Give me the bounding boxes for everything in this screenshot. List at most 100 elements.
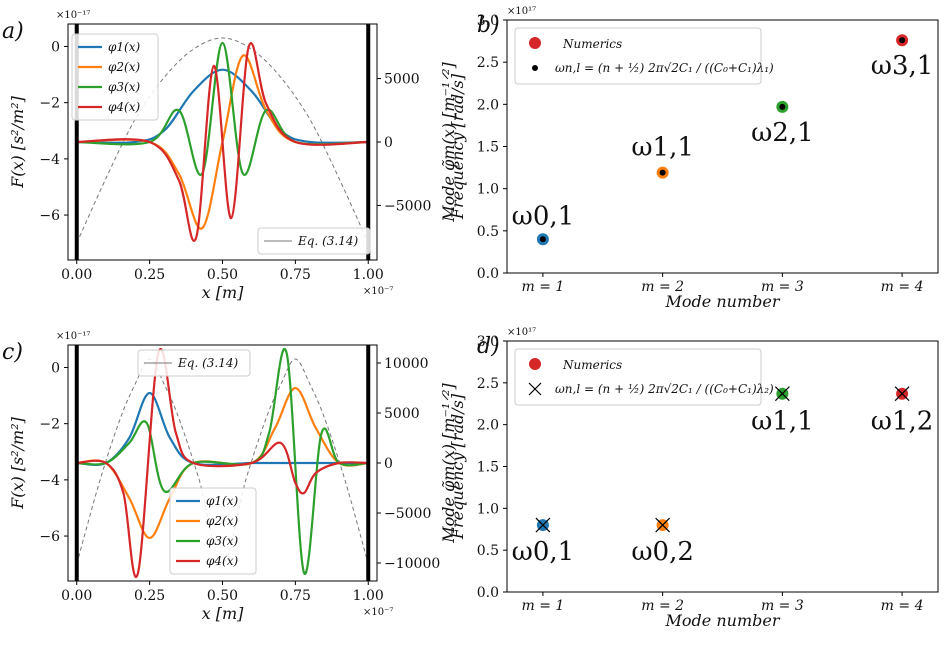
y-axis-label: Frequency [rad/s]	[448, 393, 467, 540]
point-label: ω1,1	[751, 407, 814, 437]
panel-label: b)	[477, 13, 500, 38]
legend-label: φ1(x)	[206, 494, 238, 508]
legend-eq-label: Eq. (3.14)	[297, 234, 358, 248]
analytic-point	[774, 386, 790, 402]
legend: φ1(x) φ2(x) φ3(x) φ4(x)	[71, 33, 159, 121]
point-label: ω3,1	[871, 51, 934, 81]
legend-label: φ4(x)	[108, 100, 140, 114]
x-multiplier: ×10⁻⁷	[363, 286, 393, 297]
x-tick-label: m = 2	[641, 279, 684, 295]
x-tick-label: 0.75	[280, 588, 311, 604]
x-axis-label: Mode number	[665, 611, 781, 630]
x-tick-label: m = 3	[761, 598, 804, 614]
y-tick-label: 3.0	[477, 13, 499, 29]
analytic-point	[535, 517, 551, 533]
y2-tick-label: 0	[384, 135, 393, 151]
y-multiplier: ×10⁻¹⁷	[56, 331, 90, 342]
y-tick-label: 1.5	[477, 460, 499, 476]
legend-box	[169, 487, 257, 575]
point-label: ω1,2	[871, 407, 934, 437]
y-tick-label: 0.5	[477, 543, 499, 559]
legend-label: φ3(x)	[108, 80, 140, 94]
x-multiplier: ×10⁻⁷	[363, 607, 393, 618]
legend-box	[71, 33, 159, 121]
y2-axis-label: Mode φ̃m(x) [m⁻¹ᐟ²]	[439, 62, 458, 223]
point-label: ω0,1	[512, 537, 575, 567]
legend-label: φ2(x)	[206, 514, 238, 528]
legend-box	[514, 348, 762, 406]
panel-a: 0.00 0.25 0.50 0.75 1.00 0 −2 −4 −6 5000 0 −5000 ×10…	[2, 10, 458, 302]
legend-label: φ2(x)	[108, 60, 140, 74]
point-label: ω2,1	[751, 118, 814, 148]
x-axis-label: x [m]	[202, 604, 245, 623]
legend-swatch	[529, 358, 541, 370]
panel-b: m = 1 m = 2 m = 3 m = 4 0.0 0.5 1.0 1.5 2.0 2.5 3.…	[448, 6, 939, 311]
y-tick-label: 0.0	[477, 266, 499, 282]
analytic-point	[779, 103, 786, 110]
x-tick-label: 0.75	[280, 267, 311, 283]
y-tick-label: 3.0	[477, 334, 499, 350]
y2-tick-label: 5000	[384, 72, 420, 88]
x-axis-label: x [m]	[202, 283, 245, 302]
y-tick-label: −4	[39, 473, 60, 489]
point-label: ω0,2	[631, 537, 694, 567]
x-tick-label: 1.00	[353, 588, 384, 604]
y-axis-label: F(x) [s²/m²]	[8, 416, 27, 510]
legend-eq-box	[257, 227, 371, 255]
y2-tick-label: 10000	[384, 356, 429, 372]
legend-label: φ1(x)	[108, 40, 140, 54]
y2-tick-label: −10000	[384, 556, 440, 572]
x-tick-label: 0.50	[207, 588, 238, 604]
legend-box	[514, 27, 762, 85]
y2-tick-label: 0	[384, 456, 393, 472]
y-tick-label: 1.0	[477, 501, 499, 517]
y-multiplier: ×10¹⁷	[507, 327, 536, 338]
series-4-line	[76, 348, 369, 578]
analytic-point	[659, 169, 666, 176]
x-tick-label: 0.25	[134, 588, 165, 604]
y2-tick-label: −5000	[384, 506, 431, 522]
legend-label: φ3(x)	[206, 534, 238, 548]
y-axis-label: Frequency [rad/s]	[448, 73, 467, 220]
y-tick-label: −2	[39, 417, 60, 433]
x-tick-label: m = 3	[761, 279, 804, 295]
y-tick-label: −4	[39, 152, 60, 168]
legend-label: ωn,l = (n + ½) 2π√2C₁ / ((C₀+C₁)λ₁)	[555, 61, 774, 75]
legend-eq-label: Eq. (3.14)	[177, 356, 238, 370]
legend-label: Numerics	[562, 37, 622, 51]
legend-label: Numerics	[562, 358, 622, 372]
y-multiplier: ×10¹⁷	[507, 6, 536, 17]
y-tick-label: 0	[51, 39, 60, 55]
y-axis-label: F(x) [s²/m²]	[8, 95, 27, 189]
x-tick-label: m = 4	[881, 598, 924, 614]
y2-tick-label: −5000	[384, 198, 431, 214]
y-tick-label: 1.5	[477, 140, 499, 156]
legend-label: φ4(x)	[206, 554, 238, 568]
x-tick-label: 1.00	[353, 267, 384, 283]
legend-swatch	[532, 65, 538, 71]
y-tick-label: 2.0	[477, 97, 499, 113]
analytic-point	[655, 517, 671, 533]
y2-tick-label: 5000	[384, 406, 420, 422]
y-multiplier: ×10⁻¹⁷	[56, 10, 90, 21]
panel-c: 0.00 0.25 0.50 0.75 1.00 0 −2 −4 −6 10000 5000 0 −50…	[2, 331, 458, 623]
legend: φ1(x) φ2(x) φ3(x) φ4(x)	[169, 487, 257, 575]
legend-swatch	[528, 382, 542, 396]
point-label: ω1,1	[631, 133, 694, 163]
y2-axis-label: Mode φ̃m(x) [m⁻¹ᐟ²]	[439, 383, 458, 544]
legend-eq: Eq. (3.14)	[137, 349, 251, 377]
analytic-point	[894, 386, 910, 402]
x-tick-label: m = 4	[881, 279, 924, 295]
panel-label: a)	[2, 19, 24, 44]
series-3-line	[76, 41, 369, 176]
series-3-line	[76, 348, 369, 575]
legend-swatch	[529, 37, 541, 49]
series-4-line	[76, 42, 369, 242]
analytic-point	[899, 37, 906, 44]
panel-d: m = 1 m = 2 m = 3 m = 4 0.0 0.5 1.0 1.5 2.0 2.5 3.…	[448, 327, 939, 630]
legend: Numerics ωn,l = (n + ½) 2π√2C₁ / ((C₀+C₁)…	[514, 348, 774, 406]
analytic-point	[539, 236, 546, 243]
x-tick-label: m = 1	[522, 279, 565, 295]
x-axis-label: Mode number	[665, 292, 781, 311]
legend: Numerics ωn,l = (n + ½) 2π√2C₁ / ((C₀+C₁)…	[514, 27, 774, 85]
